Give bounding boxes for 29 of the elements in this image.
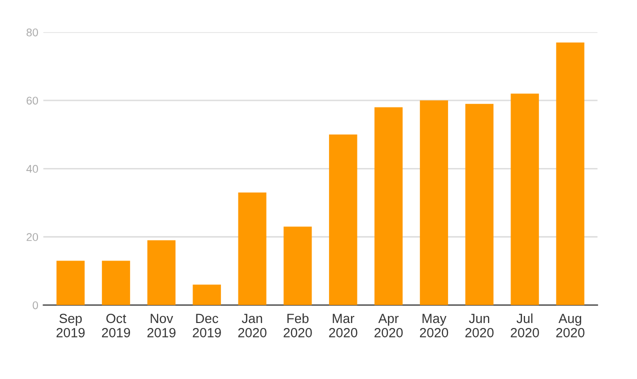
- y-tick-label: 60: [26, 96, 38, 105]
- x-tick-label: May 2020: [420, 314, 448, 338]
- x-tick-label: Nov 2019: [147, 314, 176, 338]
- x-tick-label: Jun 2020: [465, 314, 494, 338]
- x-tick-label: Oct 2019: [102, 314, 130, 338]
- x-tick-label: Jul 2020: [510, 313, 539, 338]
- x-tick-label: Sep 2019: [56, 314, 85, 338]
- bar: [147, 240, 176, 306]
- bar: [510, 94, 539, 306]
- bar: [420, 100, 448, 306]
- bar: [102, 260, 130, 306]
- x-tick-label: Mar 2020: [329, 314, 358, 338]
- bar: [556, 42, 584, 306]
- x-tick-label: Feb 2020: [284, 313, 312, 338]
- y-tick-label: 80: [26, 28, 38, 36]
- x-tick-label: Jan 2020: [238, 314, 266, 338]
- y-tick-label: 0: [32, 301, 38, 310]
- bar: [56, 260, 85, 306]
- bar: [374, 107, 403, 306]
- bar: [329, 134, 358, 306]
- y-tick-label: 40: [26, 164, 38, 173]
- y-tick-label: 20: [26, 233, 38, 242]
- bar: [238, 192, 266, 306]
- bar: [192, 284, 221, 306]
- bar: [465, 104, 494, 306]
- x-tick-label: Dec 2019: [192, 314, 221, 338]
- x-tick-label: Apr 2020: [374, 314, 403, 338]
- bar: [284, 226, 312, 306]
- x-tick-label: Aug 2020: [556, 314, 584, 338]
